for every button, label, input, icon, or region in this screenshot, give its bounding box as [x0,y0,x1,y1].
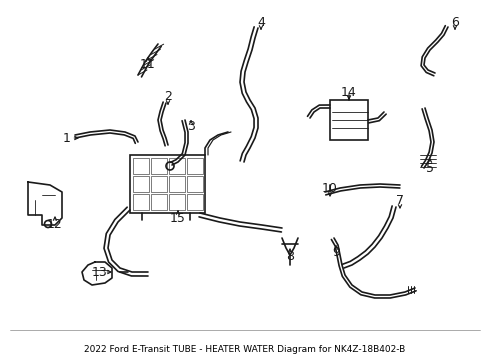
Bar [130,155,205,213]
Text: 13: 13 [92,266,108,279]
Text: 9: 9 [332,247,340,260]
Text: 8: 8 [286,251,294,264]
Bar [187,176,203,192]
Text: 2022 Ford E-Transit TUBE - HEATER WATER Diagram for NK4Z-18B402-B: 2022 Ford E-Transit TUBE - HEATER WATER … [84,346,406,355]
Text: 1: 1 [63,131,71,144]
Text: 14: 14 [341,85,357,99]
Bar [151,194,167,210]
Text: 3: 3 [187,121,195,134]
Bar [187,158,203,174]
Text: 4: 4 [257,15,265,28]
Text: 12: 12 [47,219,63,231]
Bar [169,158,185,174]
Text: 11: 11 [140,58,156,72]
Text: 7: 7 [396,194,404,207]
Bar [169,176,185,192]
Bar [133,176,149,192]
Text: 15: 15 [170,211,186,225]
Bar [151,158,167,174]
Bar [187,194,203,210]
Text: 2: 2 [164,90,172,104]
Bar [133,158,149,174]
Text: 6: 6 [451,15,459,28]
Bar [133,194,149,210]
Bar [151,176,167,192]
Bar [169,194,185,210]
Text: 10: 10 [322,181,338,194]
Text: 5: 5 [426,162,434,175]
